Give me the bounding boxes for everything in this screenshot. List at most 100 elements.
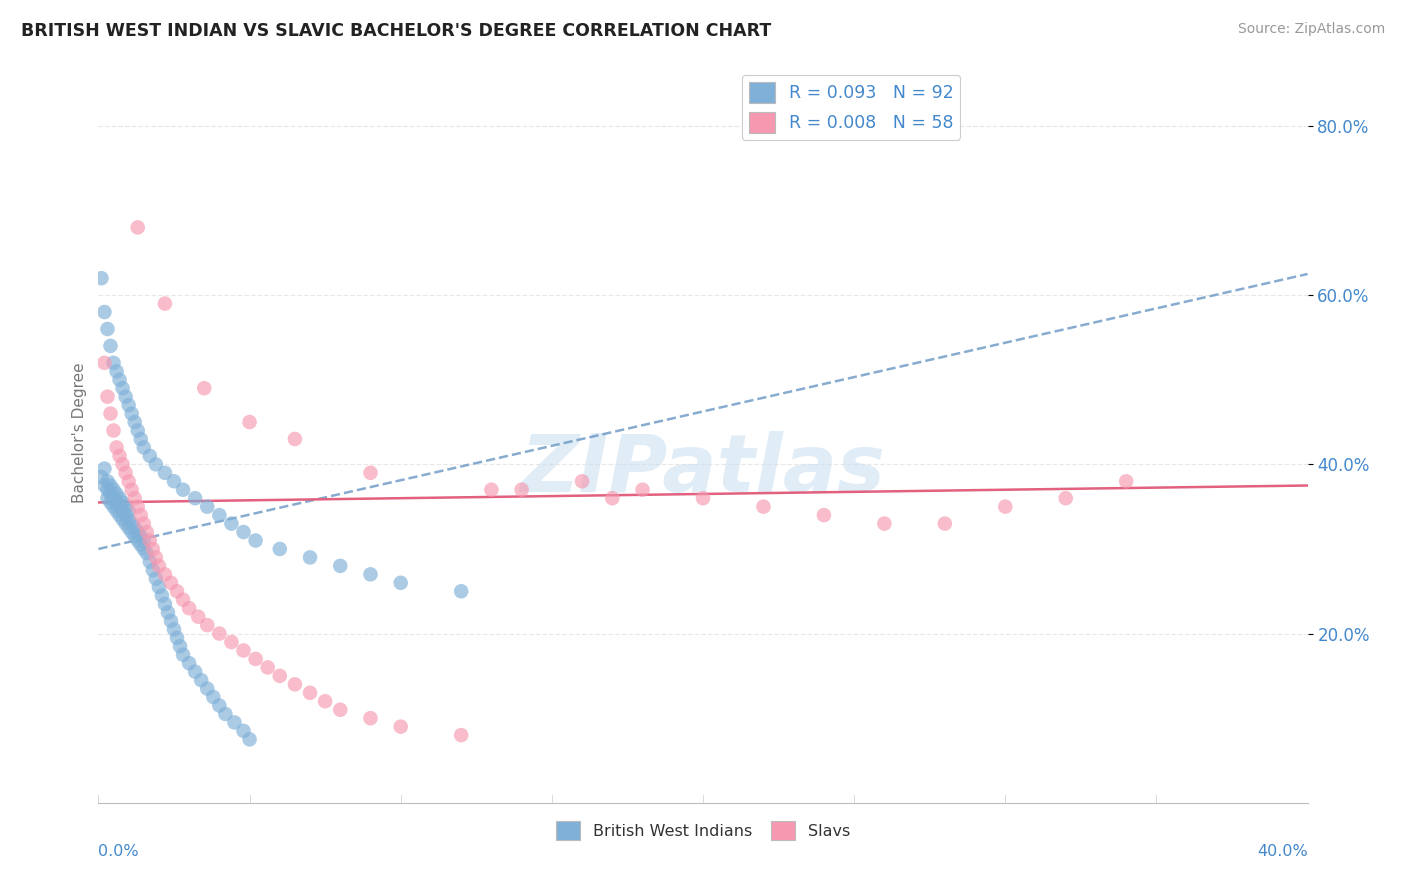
Point <box>195 618 218 632</box>
Point <box>166 631 188 645</box>
Point <box>148 558 170 573</box>
Point <box>135 524 157 539</box>
Point <box>214 706 236 721</box>
Point <box>114 500 136 514</box>
Text: BRITISH WEST INDIAN VS SLAVIC BACHELOR'S DEGREE CORRELATION CHART: BRITISH WEST INDIAN VS SLAVIC BACHELOR'S… <box>21 22 772 40</box>
Point <box>111 512 134 526</box>
Point <box>360 567 382 582</box>
Point <box>121 516 143 531</box>
Point <box>96 322 118 336</box>
Point <box>129 432 152 446</box>
Point <box>202 690 225 704</box>
Point <box>108 491 131 506</box>
Legend: British West Indians, Slavs: British West Indians, Slavs <box>550 814 856 847</box>
Point <box>160 614 183 628</box>
Point <box>602 491 624 506</box>
Point <box>450 728 472 742</box>
Point <box>163 623 186 637</box>
Point <box>329 558 352 573</box>
Point <box>208 508 231 522</box>
Point <box>139 449 162 463</box>
Point <box>111 495 134 509</box>
Point <box>127 220 149 235</box>
Point <box>100 478 122 492</box>
Point <box>221 516 243 531</box>
Point <box>314 694 336 708</box>
Point <box>132 541 155 556</box>
Point <box>1115 475 1137 489</box>
Point <box>105 504 128 518</box>
Point <box>121 483 143 497</box>
Point <box>190 673 212 687</box>
Text: 0.0%: 0.0% <box>98 844 139 858</box>
Point <box>121 524 143 539</box>
Point <box>160 575 183 590</box>
Point <box>195 500 218 514</box>
Point <box>284 677 307 691</box>
Point <box>139 533 162 548</box>
Point <box>172 592 194 607</box>
Point <box>118 504 141 518</box>
Point <box>153 466 176 480</box>
Point <box>114 390 136 404</box>
Point <box>132 533 155 548</box>
Point <box>93 461 115 475</box>
Point <box>571 475 593 489</box>
Point <box>105 487 128 501</box>
Point <box>105 441 128 455</box>
Point <box>239 732 262 747</box>
Point <box>184 665 207 679</box>
Point <box>129 529 152 543</box>
Point <box>166 584 188 599</box>
Point <box>108 508 131 522</box>
Point <box>124 415 146 429</box>
Point <box>179 656 201 670</box>
Point <box>239 415 262 429</box>
Point <box>224 715 246 730</box>
Point <box>208 626 231 640</box>
Point <box>145 572 167 586</box>
Point <box>96 390 118 404</box>
Point <box>132 441 155 455</box>
Point <box>142 563 165 577</box>
Point <box>118 398 141 412</box>
Point <box>139 555 162 569</box>
Point <box>103 424 125 438</box>
Point <box>195 681 218 696</box>
Point <box>153 567 176 582</box>
Text: 40.0%: 40.0% <box>1257 844 1308 858</box>
Point <box>329 703 352 717</box>
Point <box>752 500 775 514</box>
Point <box>118 512 141 526</box>
Point <box>114 516 136 531</box>
Point <box>692 491 714 506</box>
Point <box>256 660 278 674</box>
Point <box>184 491 207 506</box>
Point <box>90 271 112 285</box>
Point <box>129 538 152 552</box>
Point <box>108 449 131 463</box>
Point <box>148 580 170 594</box>
Point <box>1054 491 1077 506</box>
Point <box>118 521 141 535</box>
Point <box>232 524 254 539</box>
Point <box>105 364 128 378</box>
Point <box>169 640 191 654</box>
Point <box>813 508 835 522</box>
Y-axis label: Bachelor's Degree: Bachelor's Degree <box>72 362 87 503</box>
Point <box>103 356 125 370</box>
Point <box>100 487 122 501</box>
Point <box>100 495 122 509</box>
Point <box>208 698 231 713</box>
Point <box>96 491 118 506</box>
Point <box>153 296 176 310</box>
Point <box>172 648 194 662</box>
Point <box>873 516 896 531</box>
Point <box>360 711 382 725</box>
Point <box>934 516 956 531</box>
Point <box>103 483 125 497</box>
Point <box>114 508 136 522</box>
Point <box>232 723 254 738</box>
Point <box>269 541 291 556</box>
Text: Source: ZipAtlas.com: Source: ZipAtlas.com <box>1237 22 1385 37</box>
